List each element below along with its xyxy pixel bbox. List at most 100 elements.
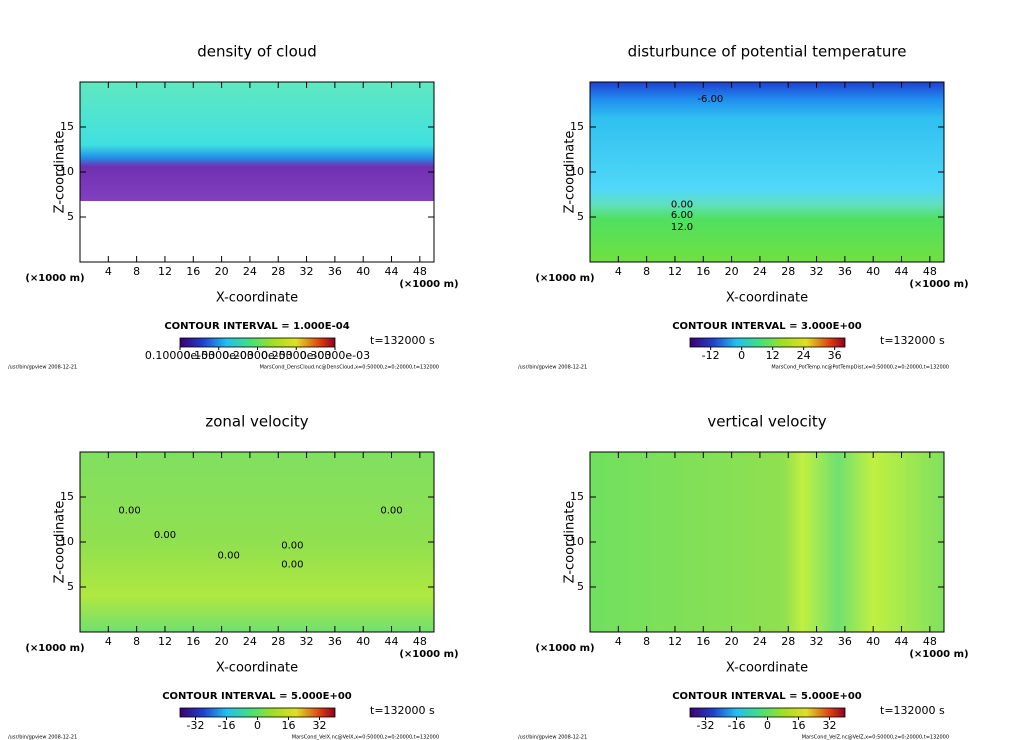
y-tick-label: 15 xyxy=(60,490,74,503)
x-tick-label: 24 xyxy=(243,265,257,278)
time-label: t=132000 s xyxy=(880,704,945,717)
y-tick-label: 5 xyxy=(67,210,74,223)
x-tick-label: 24 xyxy=(243,635,257,648)
x-tick-label: 44 xyxy=(895,635,909,648)
time-label: t=132000 s xyxy=(370,704,435,717)
y-axis-label: Z-coordinate xyxy=(563,131,578,214)
x-tick-label: 4 xyxy=(105,635,112,648)
colorbar-tick-label: 12 xyxy=(766,349,780,362)
contour-interval: CONTOUR INTERVAL = 5.000E+00 xyxy=(672,691,862,702)
field xyxy=(80,452,434,632)
colorbar-tick-label: 0 xyxy=(738,349,745,362)
x-tick-label: 28 xyxy=(271,635,285,648)
x-axis-label: X-coordinate xyxy=(216,661,298,676)
x-tick-label: 36 xyxy=(838,635,852,648)
x-unit-label: (×1000 m) xyxy=(909,279,968,290)
colorbar-tick-label: 0 xyxy=(764,719,771,732)
y-tick-label: 10 xyxy=(60,165,74,178)
x-tick-label: 12 xyxy=(158,265,172,278)
x-tick-label: 32 xyxy=(810,635,824,648)
y-tick-label: 15 xyxy=(570,490,584,503)
x-axis-label: X-coordinate xyxy=(726,291,808,306)
x-unit-label: (×1000 m) xyxy=(535,273,594,284)
x-tick-label: 16 xyxy=(696,265,710,278)
x-tick-label: 36 xyxy=(328,265,342,278)
x-tick-label: 28 xyxy=(781,265,795,278)
x-tick-label: 28 xyxy=(271,265,285,278)
panel-title: zonal velocity xyxy=(205,413,308,431)
colorbar-tick-label: -12 xyxy=(702,349,720,362)
x-tick-label: 24 xyxy=(753,635,767,648)
colorbar-tick-label: 0.25000e-03 xyxy=(261,349,331,362)
x-tick-label: 20 xyxy=(215,265,229,278)
footer-left: /usr/bin/gpview 2008-12-21 xyxy=(8,365,77,371)
x-tick-label: 48 xyxy=(923,265,937,278)
x-tick-label: 16 xyxy=(186,635,200,648)
colorbar xyxy=(179,337,336,348)
x-tick-label: 4 xyxy=(105,265,112,278)
footer-right: MarsCond_VelZ.nc@VelZ,x=0:50000,z=0:2000… xyxy=(802,735,949,740)
colorbar-tick-label: 0.20000e-03 xyxy=(222,349,292,362)
x-tick-label: 4 xyxy=(615,635,622,648)
colorbar-tick-label: 16 xyxy=(282,719,296,732)
x-tick-label: 16 xyxy=(186,265,200,278)
colorbar-tick-label: -16 xyxy=(728,719,746,732)
x-tick-label: 8 xyxy=(643,265,650,278)
x-tick-label: 4 xyxy=(615,265,622,278)
footer-right: MarsCond_DensCloud.nc@DensCloud,x=0:5000… xyxy=(260,365,439,371)
colorbar-tick-label: -32 xyxy=(697,719,715,732)
x-tick-label: 8 xyxy=(133,265,140,278)
y-tick-label: 15 xyxy=(60,120,74,133)
field xyxy=(80,82,434,262)
x-unit-label: (×1000 m) xyxy=(535,643,594,654)
x-tick-label: 32 xyxy=(300,635,314,648)
colorbar-tick-label: 24 xyxy=(797,349,811,362)
colorbar-tick-label: -16 xyxy=(218,719,236,732)
y-tick-label: 15 xyxy=(570,120,584,133)
x-axis-label: X-coordinate xyxy=(216,291,298,306)
colorbar-tick-label: 0.30000e-03 xyxy=(300,349,370,362)
y-tick-label: 10 xyxy=(570,535,584,548)
panel-title: vertical velocity xyxy=(707,413,826,431)
x-tick-label: 12 xyxy=(668,635,682,648)
contour-label: 0.00 xyxy=(671,199,693,210)
x-tick-label: 40 xyxy=(356,265,370,278)
time-label: t=132000 s xyxy=(880,334,945,347)
contour-label: 0.00 xyxy=(281,541,303,552)
x-tick-label: 12 xyxy=(668,265,682,278)
field xyxy=(590,452,944,632)
panel-title: disturbunce of potential temperature xyxy=(628,43,907,61)
y-axis-label: Z-coordinate xyxy=(53,131,68,214)
x-tick-label: 20 xyxy=(725,265,739,278)
x-tick-label: 20 xyxy=(725,635,739,648)
colorbar-tick-label: 0 xyxy=(254,719,261,732)
y-tick-label: 10 xyxy=(60,535,74,548)
contour-label: 12.0 xyxy=(671,222,693,233)
colorbar xyxy=(179,707,336,718)
y-tick-label: 5 xyxy=(577,580,584,593)
x-tick-label: 36 xyxy=(328,635,342,648)
contour-interval: CONTOUR INTERVAL = 1.000E-04 xyxy=(164,321,349,332)
x-tick-label: 28 xyxy=(781,635,795,648)
x-tick-label: 24 xyxy=(753,265,767,278)
footer-left: /usr/bin/gpview 2008-12-21 xyxy=(8,735,77,740)
footer-right: MarsCond_PotTemp.nc@PotTempDist,x=0:5000… xyxy=(771,365,949,371)
y-tick-label: 10 xyxy=(570,165,584,178)
x-tick-label: 40 xyxy=(866,635,880,648)
x-tick-label: 32 xyxy=(810,265,824,278)
y-tick-label: 5 xyxy=(67,580,74,593)
contour-label: 0.00 xyxy=(118,506,140,517)
x-tick-label: 40 xyxy=(866,265,880,278)
x-tick-label: 12 xyxy=(158,635,172,648)
x-tick-label: 44 xyxy=(385,635,399,648)
contour-interval: CONTOUR INTERVAL = 3.000E+00 xyxy=(672,321,862,332)
contour-label: 0.00 xyxy=(281,560,303,571)
x-tick-label: 44 xyxy=(385,265,399,278)
time-label: t=132000 s xyxy=(370,334,435,347)
contour-label: -6.00 xyxy=(697,94,723,105)
footer-right: MarsCond_VelX.nc@VelX,x=0:50000,z=0:2000… xyxy=(292,735,439,740)
x-tick-label: 8 xyxy=(643,635,650,648)
colorbar-tick-label: 36 xyxy=(828,349,842,362)
colorbar xyxy=(689,707,846,718)
